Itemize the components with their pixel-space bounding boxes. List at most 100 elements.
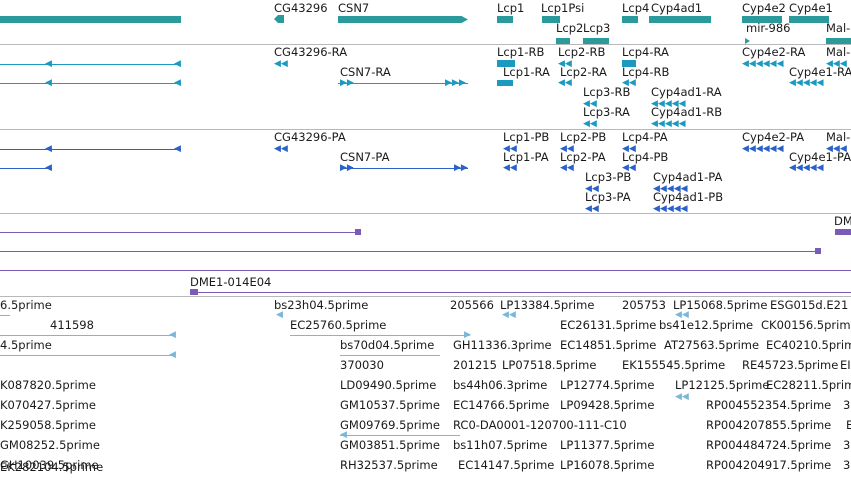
gene-label-lcp1psi[interactable]: Lcp1Psi bbox=[541, 1, 585, 15]
protein-glyph-cyp4e1-pa[interactable]: ◀◀◀◀◀ bbox=[789, 163, 824, 173]
est-label[interactable]: CK00156.5prime bbox=[761, 318, 851, 332]
gene-glyph-lcp2[interactable] bbox=[556, 38, 570, 44]
transcript-label[interactable]: Cyp4ad1-RB bbox=[651, 105, 723, 119]
protein-line-csn7-pa[interactable] bbox=[340, 168, 468, 169]
protein-glyph-lcp1-pa[interactable]: ◀◀ bbox=[503, 163, 517, 173]
transcript-label[interactable]: Lcp1-RB bbox=[497, 45, 545, 59]
transcript-label[interactable]: Cyp4e2-RA bbox=[742, 45, 806, 59]
gene-label-cyp4ad1[interactable]: Cyp4ad1 bbox=[651, 1, 703, 15]
gene-label-cyp4e1[interactable]: Cyp4e1 bbox=[789, 1, 833, 15]
est-label[interactable]: LP15068.5prime bbox=[673, 298, 768, 312]
est-label[interactable]: EK155545.5prime bbox=[622, 358, 726, 372]
transcript-glyph-lcp1-rb[interactable] bbox=[497, 60, 515, 67]
est-label[interactable]: AT27563.5prime bbox=[664, 338, 760, 352]
gene-glyph[interactable] bbox=[0, 16, 181, 23]
est-label[interactable]: ESG015d.E21 bbox=[770, 298, 849, 312]
est-label[interactable]: RP004484724.5prime bbox=[706, 438, 832, 452]
est-label[interactable]: RH32537.5prime bbox=[340, 458, 438, 472]
est-label[interactable]: GM09769.5prime bbox=[340, 418, 440, 432]
est-label[interactable]: EK282104.5prime bbox=[0, 460, 104, 474]
est-label[interactable]: RP004552354.5prime bbox=[706, 398, 832, 412]
protein-label[interactable]: Lcp4-PA bbox=[622, 130, 668, 144]
est-label[interactable]: EI bbox=[840, 358, 851, 372]
est-label[interactable]: EC25760.5prime bbox=[290, 318, 387, 332]
est-label[interactable]: EC40210.5prime bbox=[766, 338, 851, 352]
gene-label-lcp1[interactable]: Lcp1 bbox=[497, 1, 525, 15]
est-line[interactable] bbox=[0, 335, 175, 336]
gene-label-lcp4[interactable]: Lcp4 bbox=[622, 1, 650, 15]
transcript-label[interactable]: CSN7-RA bbox=[340, 65, 391, 79]
est-label[interactable]: bs23h04.5prime bbox=[274, 298, 369, 312]
transcript-glyph-cyp4e2-ra[interactable]: ◀◀◀◀◀◀ bbox=[742, 59, 784, 69]
est-label[interactable]: LP12125.5prime bbox=[675, 378, 770, 392]
est-label[interactable]: 3 bbox=[843, 458, 851, 472]
est-label[interactable]: bs41e12.5prime bbox=[659, 318, 754, 332]
gene-label-mir986[interactable]: mir-986 bbox=[746, 21, 791, 35]
est-label[interactable]: K070427.5prime bbox=[0, 398, 96, 412]
est-label[interactable]: LP12774.5prime bbox=[560, 378, 655, 392]
transcript-glyph-cg43296-ra[interactable]: ◀◀ bbox=[274, 59, 288, 69]
transcript-label[interactable]: Lcp4-RB bbox=[622, 65, 670, 79]
est-line[interactable] bbox=[0, 355, 175, 356]
gene-glyph-mal[interactable] bbox=[826, 38, 851, 44]
transcript-label[interactable]: Lcp4-RA bbox=[622, 45, 669, 59]
est-label[interactable]: bs70d04.5prime bbox=[340, 338, 435, 352]
gene-glyph-cyp4e1[interactable] bbox=[789, 16, 829, 23]
protein-glyph-lcp3-pa[interactable]: ◀◀ bbox=[585, 204, 599, 214]
est-label[interactable]: GM08252.5prime bbox=[0, 438, 100, 452]
protein-glyph-lcp2-pb[interactable]: ◀◀ bbox=[560, 144, 574, 154]
est-label[interactable]: 3 bbox=[843, 398, 851, 412]
protein-label[interactable]: Lcp3-PB bbox=[585, 170, 632, 184]
transcript-label[interactable]: Mal- bbox=[826, 45, 851, 59]
transcript-glyph-lcp4-ra[interactable] bbox=[622, 60, 636, 67]
est-label[interactable]: GH10039.5prime bbox=[0, 458, 99, 472]
gene-label-lcp3[interactable]: Lcp3 bbox=[583, 21, 611, 35]
est-label[interactable]: EC14851.5prime bbox=[560, 338, 657, 352]
est-label[interactable]: GM10537.5prime bbox=[340, 398, 440, 412]
est-label[interactable]: EC14766.5prime bbox=[453, 398, 550, 412]
transcript-glyph-lcp4-rb[interactable]: ◀◀ bbox=[622, 78, 636, 88]
transcript-line[interactable] bbox=[0, 83, 181, 84]
protein-label[interactable]: Lcp1-PB bbox=[503, 130, 550, 144]
protein-label[interactable]: CSN7-PA bbox=[340, 150, 390, 164]
gene-glyph-cyp4e2[interactable] bbox=[742, 16, 782, 23]
gene-glyph-lcp1[interactable] bbox=[497, 16, 513, 23]
est-label[interactable]: RP004204917.5prime bbox=[706, 458, 832, 472]
protein-glyph-mal[interactable]: ◀◀◀ bbox=[826, 144, 847, 154]
gene-glyph-csn7[interactable] bbox=[338, 16, 468, 23]
est-label[interactable]: RE45723.5prime bbox=[742, 358, 839, 372]
est-label[interactable]: 6.5prime bbox=[0, 298, 52, 312]
gene-label-csn7[interactable]: CSN7 bbox=[338, 1, 370, 15]
est-label[interactable]: LP16078.5prime bbox=[560, 458, 655, 472]
transcript-line-csn7-ra[interactable] bbox=[338, 83, 468, 84]
transcript-label[interactable]: Lcp2-RB bbox=[558, 45, 606, 59]
est-label[interactable]: bs11h07.5prime bbox=[453, 438, 548, 452]
est-label[interactable]: RP004207855.5prime bbox=[706, 418, 832, 432]
bac-glyph-dme[interactable] bbox=[835, 229, 851, 235]
gene-label-cg43296[interactable]: CG43296 bbox=[274, 1, 328, 15]
protein-glyph-cyp4ad1-pa[interactable]: ◀◀◀◀◀ bbox=[653, 184, 688, 194]
est-label[interactable]: LP09428.5prime bbox=[560, 398, 655, 412]
est-line[interactable] bbox=[340, 435, 460, 436]
gene-label-cyp4e2[interactable]: Cyp4e2 bbox=[742, 1, 786, 15]
est-label[interactable]: K087820.5prime bbox=[0, 378, 96, 392]
est-label[interactable]: 205566 bbox=[450, 298, 494, 312]
transcript-glyph-lcp2-rb[interactable]: ◀◀ bbox=[558, 59, 572, 69]
protein-label[interactable]: Lcp4-PB bbox=[622, 150, 669, 164]
protein-glyph-lcp4-pa[interactable]: ◀◀ bbox=[622, 144, 636, 154]
est-label[interactable]: bs44h06.3prime bbox=[453, 378, 548, 392]
bac-label-dme1-014e04[interactable]: DME1-014E04 bbox=[190, 275, 272, 289]
transcript-label[interactable]: Lcp2-RA bbox=[560, 65, 607, 79]
est-label[interactable]: 370030 bbox=[340, 358, 384, 372]
protein-line[interactable] bbox=[0, 149, 181, 150]
gene-glyph-mir986[interactable] bbox=[745, 38, 750, 44]
protein-label[interactable]: Cyp4ad1-PB bbox=[653, 190, 724, 204]
transcript-label[interactable]: Lcp3-RA bbox=[583, 105, 630, 119]
est-label[interactable]: 201215 bbox=[453, 358, 497, 372]
est-label[interactable]: LP07518.5prime bbox=[502, 358, 597, 372]
est-label[interactable]: E bbox=[846, 418, 851, 432]
est-label[interactable]: K259058.5prime bbox=[0, 418, 96, 432]
protein-glyph-cyp4e2-pa[interactable]: ◀◀◀◀◀◀ bbox=[742, 144, 784, 154]
est-label[interactable]: 3 bbox=[843, 438, 851, 452]
protein-glyph-cyp4ad1-pb[interactable]: ◀◀◀◀◀ bbox=[653, 204, 688, 214]
